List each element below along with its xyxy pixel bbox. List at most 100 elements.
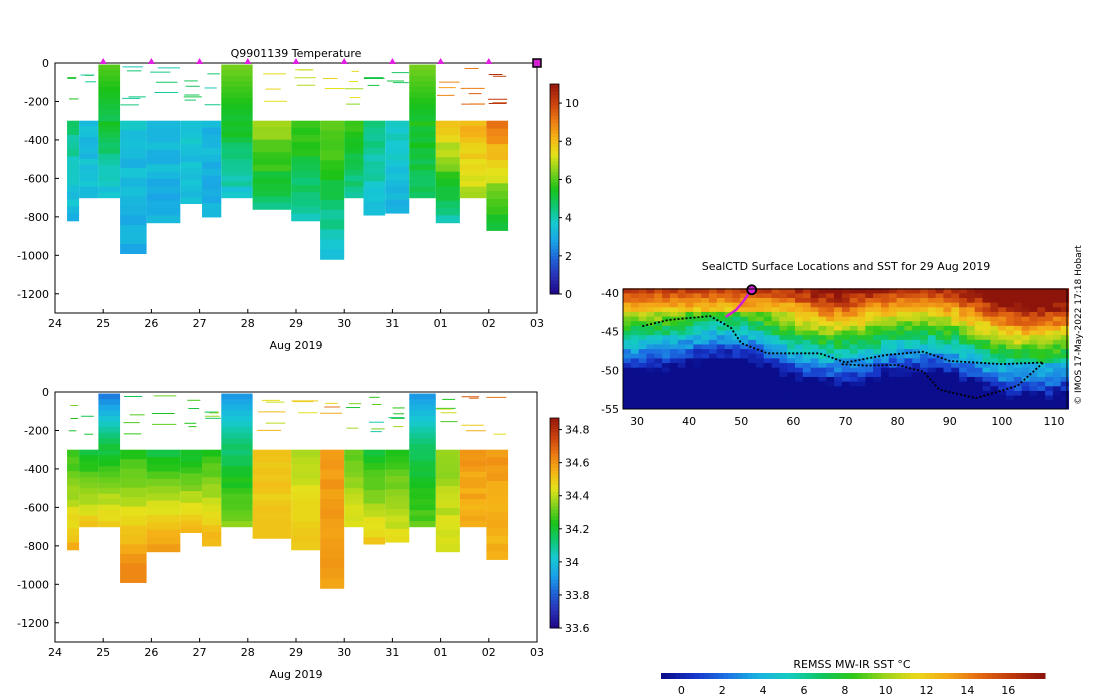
sst-cell [787,343,796,350]
sst-cell [677,288,687,294]
profile-marker [388,58,396,64]
sst-cell [755,325,765,331]
sst-cell [1006,302,1015,308]
sst-colorbar-segment [747,673,753,679]
sst-colorbar-segment [1016,673,1022,679]
profile-cell [385,133,410,142]
sst-cell [982,334,991,340]
sst-cell [880,353,890,359]
sst-cell [708,292,718,299]
sst-cell [873,399,882,405]
sst-cell [771,367,780,373]
profile-cell [120,544,147,555]
sst-cell [841,325,851,331]
sst-cell [982,306,991,312]
sst-cell [998,339,1007,345]
sst-cell [779,288,788,294]
colorbar-segment [550,509,559,513]
profile-cell [98,98,121,105]
sst-cell [779,371,788,377]
sst-cell [724,399,733,405]
colorbar-segment [550,290,559,295]
sst-cell [959,343,968,350]
sst-cell [982,302,991,308]
sst-cell [865,348,874,354]
sst-cell [912,330,921,336]
profile-cell [486,535,509,545]
sst-cell [685,297,694,303]
sst-cell [1052,371,1062,377]
profile-cell [344,488,364,495]
sst-cell [1037,320,1046,326]
sst-cell [708,390,718,396]
sst-cell [857,376,866,382]
sst-cell [771,311,780,317]
sst-cell [857,399,866,405]
sst-cell [669,367,679,373]
sst-cell [1037,376,1046,382]
profile-cell [221,120,253,127]
colorbar-segment [550,168,559,172]
sst-cell [716,330,726,336]
sst-cell [943,385,952,391]
colorbar-tick-label: 33.8 [565,589,590,602]
sst-cell [927,339,937,345]
sst-cell [724,320,733,326]
colorbar-segment [550,446,559,450]
sst-cell [763,376,773,382]
profile-cell [98,455,121,462]
sst-cell [677,306,687,312]
colorbar-segment [550,196,559,200]
sst-colorbar-segment [800,673,806,679]
sst-cell [654,371,663,377]
profile-cell [291,142,321,150]
sst-cell [662,367,671,373]
profile-cell [120,563,147,574]
colorbar-tick-label: 10 [565,97,579,110]
sst-cell [724,316,733,322]
sst-cell [904,343,913,350]
sst-cell [763,311,773,317]
profile-cell [146,135,181,144]
sst-cell [943,353,952,359]
sst-cell [685,343,694,350]
sst-cell [920,353,929,359]
profile-cell [79,455,99,462]
profile-cell [221,159,253,166]
sst-cell [740,316,749,322]
sst-cell [888,385,898,391]
sst-cell [959,292,968,299]
profile-cell [79,192,99,199]
sst-cell [959,357,968,364]
colorbar-segment [550,98,559,102]
sst-cell [935,362,944,368]
profile-cell [385,482,410,490]
sst-cell [974,325,984,331]
sst-cell [959,371,968,377]
sst-cell [771,348,780,354]
sst-cell [849,353,859,359]
profile-cell [459,488,487,495]
sst-cell [974,334,984,340]
sst-cell [880,376,890,382]
sst-cell [912,311,921,317]
sst-cell [1052,292,1062,299]
sst-cell [826,385,835,391]
sst-colorbar-segment [771,673,777,679]
sst-cell [724,297,733,303]
profile-column [486,396,509,560]
sst-cell [959,348,968,354]
profile-cell [146,120,181,129]
colorbar-segment [550,596,559,601]
sst-cell [748,399,757,405]
sst-cell [662,390,671,396]
sst-colorbar-segment [987,673,993,679]
profile-cell [180,461,203,469]
profile-column [409,393,436,528]
sst-colorbar-segment [785,673,792,679]
sst-cell [716,297,726,303]
colorbar-segment [550,105,559,109]
sst-cell [787,381,796,387]
sst-cell [755,330,765,336]
sst-cell [748,339,757,345]
